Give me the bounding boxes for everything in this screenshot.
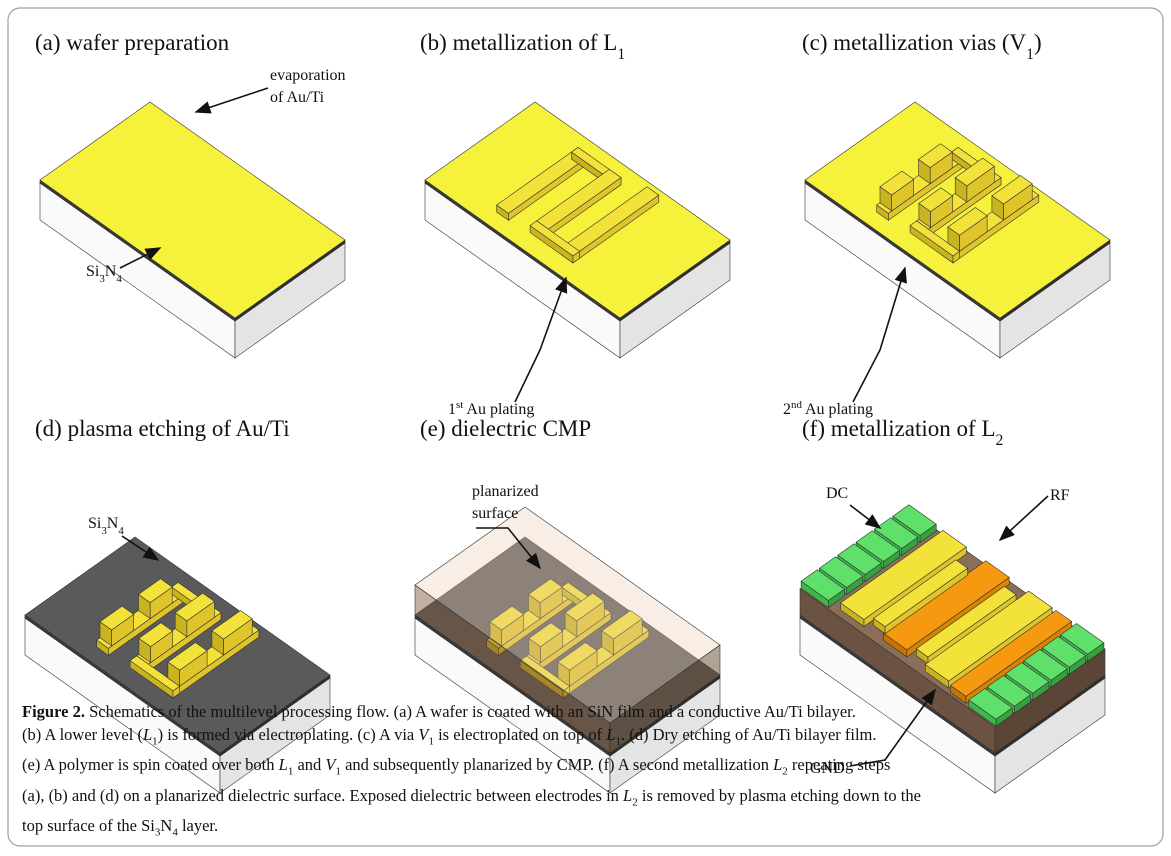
- text-run: of Au/Ti: [270, 89, 325, 106]
- text-run: ): [1034, 30, 1042, 55]
- text-run: Si: [88, 515, 102, 532]
- caption-text: L: [279, 755, 288, 774]
- annotation: planarized: [472, 483, 539, 500]
- annotation: Si3N4: [88, 515, 124, 537]
- arrow: [1000, 496, 1048, 540]
- text-run: 1: [617, 46, 625, 63]
- caption-text: repeating steps: [788, 755, 891, 774]
- caption-text: layer.: [178, 816, 218, 835]
- annotation: DC: [826, 485, 848, 502]
- caption: Figure 2. Schematics of the multilevel p…: [22, 700, 921, 844]
- caption-text: top surface of the Si: [22, 816, 155, 835]
- text-run: st: [456, 399, 463, 411]
- caption-text: (a), (b) and (d) on a planarized dielect…: [22, 786, 623, 805]
- panel-title: (d) plasma etching of Au/Ti: [35, 416, 290, 441]
- annotation: surface: [472, 505, 518, 522]
- panel-title: (c) metallization vias (V1): [802, 30, 1042, 63]
- text-run: (d) plasma etching of Au/Ti: [35, 416, 290, 441]
- annotation: evaporation: [270, 67, 346, 84]
- caption-text: L: [623, 786, 632, 805]
- caption-line: top surface of the Si3N4 layer.: [22, 814, 921, 844]
- panel-title: (a) wafer preparation: [35, 30, 230, 55]
- caption-line: (a), (b) and (d) on a planarized dielect…: [22, 784, 921, 814]
- text-run: 2: [996, 432, 1004, 449]
- text-run: 1: [448, 401, 456, 418]
- arrow: [850, 505, 880, 528]
- text-run: 1: [1026, 46, 1034, 63]
- caption-text: L: [773, 755, 782, 774]
- panel-title: (e) dielectric CMP: [420, 416, 591, 441]
- text-run: Si: [86, 263, 100, 280]
- text-run: (a) wafer preparation: [35, 30, 230, 55]
- caption-text: (b) A lower level (: [22, 725, 143, 744]
- caption-text: is electroplated on top of: [434, 725, 606, 744]
- text-run: nd: [791, 399, 802, 411]
- caption-text: Figure 2.: [22, 702, 85, 721]
- caption-text: is removed by plasma etching down to the: [638, 786, 921, 805]
- text-run: DC: [826, 485, 848, 502]
- text-run: N: [105, 263, 117, 280]
- panel-title: (b) metallization of L1: [420, 30, 625, 63]
- annotation: of Au/Ti: [270, 89, 325, 106]
- caption-text: V: [325, 755, 335, 774]
- text-run: 4: [118, 525, 124, 537]
- text-run: surface: [472, 505, 518, 522]
- caption-line: Figure 2. Schematics of the multilevel p…: [22, 700, 921, 723]
- text-run: N: [107, 515, 119, 532]
- text-run: Au plating: [802, 401, 873, 418]
- caption-text: and subsequently planarized by CMP. (f) …: [341, 755, 773, 774]
- panel-title: (f) metallization of L2: [802, 416, 1003, 449]
- page: (a) wafer preparation (b) metallization o…: [0, 0, 1171, 856]
- caption-text: . (d) Dry etching of Au/Ti bilayer film.: [621, 725, 877, 744]
- text-run: evaporation: [270, 67, 346, 84]
- annotation: 2nd Au plating: [783, 399, 873, 418]
- text-run: planarized: [472, 483, 539, 500]
- annotation: RF: [1050, 487, 1070, 504]
- caption-text: Schematics of the multilevel processing …: [85, 702, 856, 721]
- caption-text: L: [143, 725, 152, 744]
- caption-text: (e) A polymer is spin coated over both: [22, 755, 279, 774]
- caption-text: ) is formed via electroplating. (c) A vi…: [158, 725, 419, 744]
- text-run: 2: [783, 401, 791, 418]
- arrow: [196, 88, 268, 112]
- text-run: 4: [116, 273, 122, 285]
- text-run: (f) metallization of L: [802, 416, 996, 441]
- text-run: RF: [1050, 487, 1070, 504]
- caption-line: (b) A lower level (L1) is formed via ele…: [22, 723, 921, 753]
- text-run: (e) dielectric CMP: [420, 416, 591, 441]
- text-run: (c) metallization vias (V: [802, 30, 1027, 55]
- caption-text: and: [293, 755, 325, 774]
- caption-text: N: [160, 816, 172, 835]
- text-run: Au plating: [463, 401, 534, 418]
- text-run: (b) metallization of L: [420, 30, 617, 55]
- caption-text: V: [418, 725, 428, 744]
- arrow: [853, 268, 905, 402]
- caption-line: (e) A polymer is spin coated over both L…: [22, 753, 921, 783]
